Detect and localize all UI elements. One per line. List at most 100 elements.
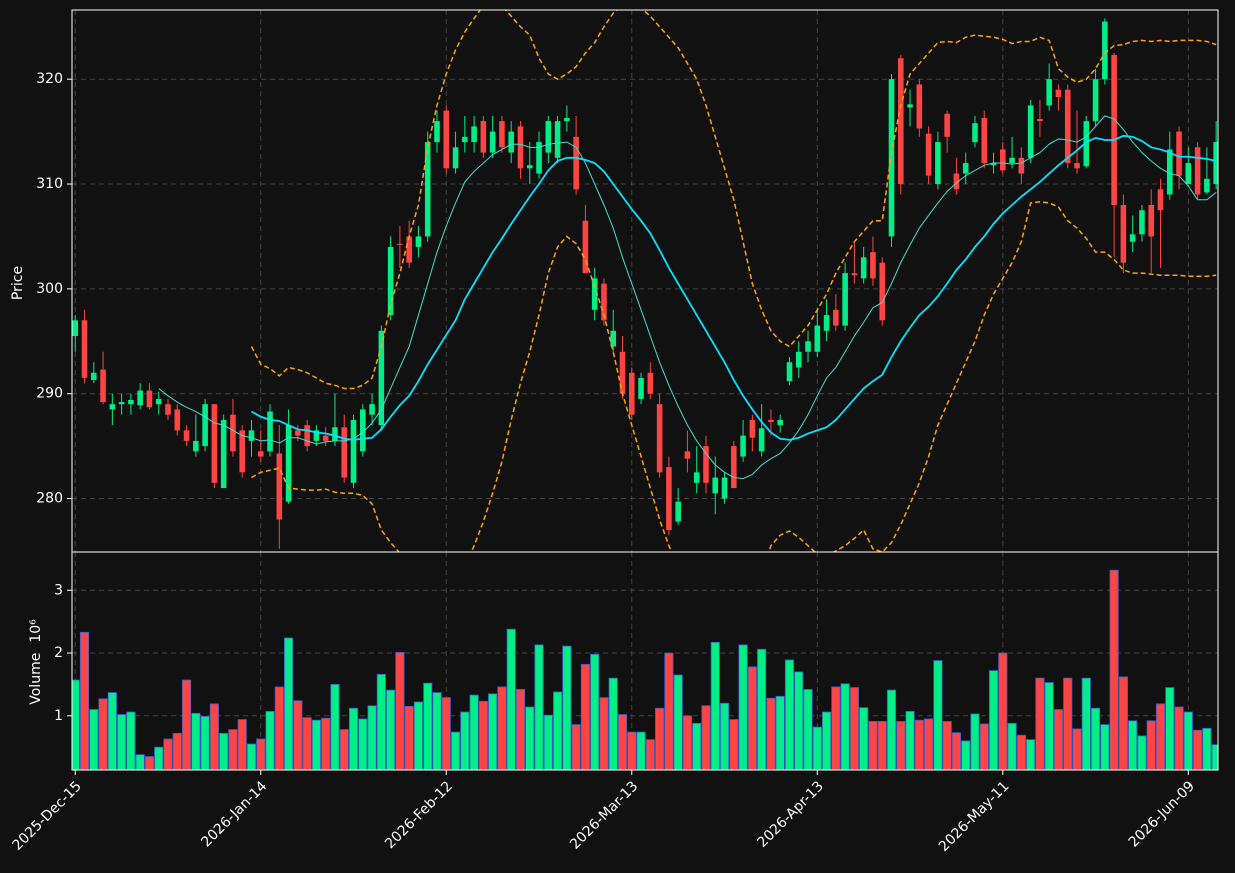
volume-bar bbox=[590, 653, 600, 770]
volume-bar bbox=[348, 707, 359, 770]
y-tick-label: 320 bbox=[36, 71, 63, 87]
candle-body bbox=[369, 404, 375, 415]
y-tick-label: 310 bbox=[36, 176, 63, 192]
volume-bar bbox=[738, 644, 748, 770]
candle-body bbox=[1083, 121, 1090, 167]
volume-bar bbox=[1202, 727, 1212, 770]
candle-body bbox=[471, 126, 477, 143]
candle-body bbox=[972, 123, 978, 143]
volume-bar bbox=[933, 660, 943, 770]
volume-bar bbox=[896, 721, 906, 770]
volume-bar bbox=[1193, 729, 1203, 770]
candle-body bbox=[721, 477, 728, 499]
volume-bar bbox=[831, 686, 841, 770]
candle-body bbox=[1166, 149, 1173, 195]
volume-bar bbox=[330, 684, 340, 770]
candle-body bbox=[860, 257, 867, 279]
candle-body bbox=[591, 278, 598, 310]
candle-body bbox=[462, 136, 468, 143]
volume-bar bbox=[506, 628, 516, 770]
volume-bar bbox=[766, 697, 776, 770]
candle-body bbox=[118, 402, 125, 405]
candle-body bbox=[833, 309, 839, 326]
volume-bar bbox=[627, 731, 637, 770]
candle-body bbox=[350, 419, 357, 483]
volume-bar bbox=[98, 698, 108, 770]
volume-bar bbox=[998, 652, 1008, 770]
volume-bar bbox=[924, 718, 934, 770]
volume-bar bbox=[543, 714, 553, 770]
volume-bar bbox=[117, 714, 127, 770]
volume-bar bbox=[664, 652, 674, 770]
candle-body bbox=[424, 142, 431, 237]
candle-body bbox=[1213, 142, 1218, 185]
candle-body bbox=[554, 121, 561, 158]
candle-body bbox=[285, 425, 292, 502]
candle-body bbox=[916, 84, 923, 129]
volume-bar bbox=[154, 746, 164, 770]
candle-body bbox=[230, 414, 236, 452]
axes-frame bbox=[71, 551, 1219, 771]
candle-body bbox=[220, 419, 227, 489]
candle-body bbox=[517, 126, 524, 169]
candle-body bbox=[610, 330, 617, 347]
candle-body bbox=[981, 117, 988, 164]
candle-body bbox=[1111, 55, 1117, 205]
candle-body bbox=[703, 446, 709, 483]
candle-body bbox=[1102, 21, 1108, 80]
volume-bar bbox=[553, 691, 563, 770]
volume-bar bbox=[562, 645, 572, 770]
volume-bar bbox=[358, 718, 368, 770]
volume-bar bbox=[432, 692, 442, 770]
volume-bar bbox=[1016, 734, 1026, 770]
candle-body bbox=[508, 131, 514, 153]
volume-bar bbox=[775, 695, 785, 770]
volume-bar bbox=[404, 705, 414, 770]
y-axis-label-text: Volume bbox=[28, 653, 44, 705]
volume-bar bbox=[395, 652, 405, 770]
volume-bar bbox=[488, 693, 498, 770]
plot-area bbox=[72, 569, 1218, 770]
volume-bar bbox=[284, 637, 294, 770]
volume-bar bbox=[1053, 709, 1064, 770]
candle-body bbox=[1204, 178, 1210, 193]
candle-body bbox=[1055, 89, 1062, 98]
y-axis-label: Volume 10⁶ bbox=[28, 619, 44, 705]
volume-bar bbox=[673, 674, 683, 770]
volume-bar bbox=[1128, 720, 1138, 770]
volume-bar bbox=[191, 712, 201, 770]
candle-body bbox=[842, 273, 848, 326]
candle-body bbox=[489, 131, 496, 153]
candle-body bbox=[647, 372, 654, 394]
candle-body bbox=[360, 409, 366, 452]
volume-bar bbox=[274, 686, 284, 770]
candle-body bbox=[731, 446, 737, 489]
volume-bar bbox=[1063, 677, 1073, 770]
candle-body bbox=[1120, 204, 1127, 263]
candle-body bbox=[786, 362, 793, 382]
candle-body bbox=[944, 113, 950, 137]
volume-bar bbox=[1090, 707, 1101, 770]
candle-body bbox=[935, 142, 941, 185]
volume-bar bbox=[1137, 735, 1147, 770]
volume-bar bbox=[794, 671, 804, 770]
candle-body bbox=[174, 409, 181, 431]
volume-bar bbox=[237, 719, 247, 770]
volume-bar bbox=[107, 692, 117, 770]
volume-bar bbox=[1211, 744, 1218, 770]
candle-body bbox=[879, 262, 886, 321]
candle-body bbox=[684, 451, 691, 459]
volume-bar bbox=[1183, 711, 1193, 770]
volume-bar bbox=[849, 687, 859, 770]
candle-body bbox=[1185, 163, 1192, 185]
volume-bar bbox=[636, 731, 646, 770]
candle-body bbox=[1009, 157, 1015, 164]
volume-bar bbox=[840, 683, 850, 770]
candle-body bbox=[897, 58, 904, 185]
candle-body bbox=[777, 419, 783, 426]
volume-bar bbox=[135, 754, 145, 770]
candle-body bbox=[1176, 131, 1182, 176]
volume-bar bbox=[265, 710, 275, 770]
volume-bar bbox=[228, 729, 238, 770]
